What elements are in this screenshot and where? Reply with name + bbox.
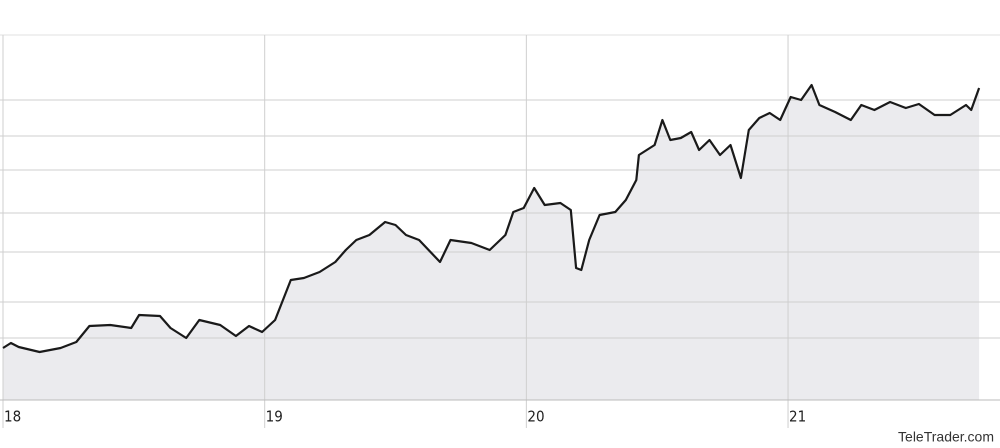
price-line: [2, 83, 981, 354]
x-tick-label: 19: [266, 408, 283, 426]
x-tick-label: 21: [789, 408, 806, 426]
x-tick-label: 18: [4, 408, 21, 426]
x-tick-label: 20: [527, 408, 544, 426]
area: [3, 85, 980, 400]
watermark: TeleTrader.com: [898, 429, 994, 445]
